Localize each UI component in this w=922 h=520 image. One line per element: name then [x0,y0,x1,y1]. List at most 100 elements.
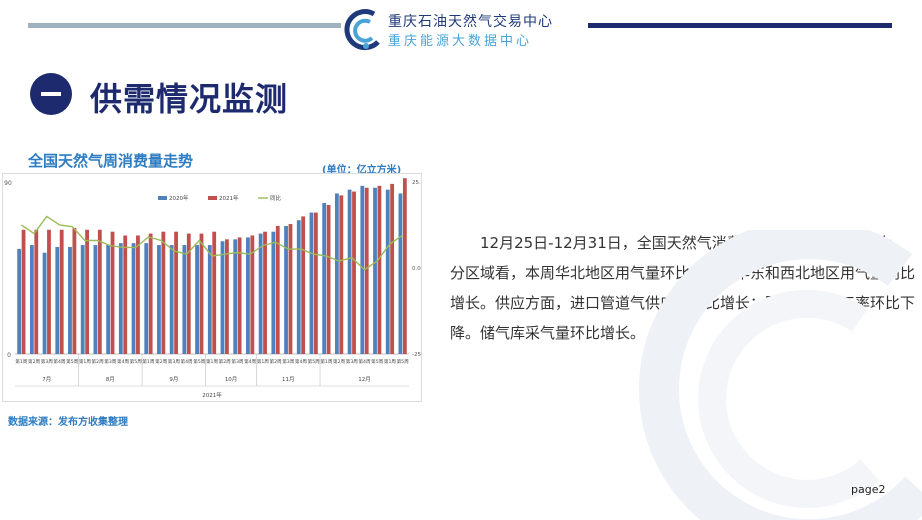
x-tick-label: 第5周 [66,358,79,365]
y-tick-label: 0 [7,352,11,359]
bar-2020 [385,189,390,354]
chart-title: 全国天然气周消费量走势 [28,152,194,170]
bar-2020 [68,246,72,354]
bar-2021 [237,237,242,354]
bar-2020 [322,203,327,354]
bar-2020 [169,245,174,354]
x-tick-label: 第5周 [371,358,384,365]
bar-2021 [250,235,255,354]
x-tick-label: 第4周 [53,358,66,365]
x-tick-label: 第4周 [358,358,371,365]
x-tick-label: 第4周 [295,358,308,365]
y2-tick-label: -25.0% [412,352,421,358]
bar-2021 [186,233,191,354]
bar-2020 [309,212,314,354]
x-tick-label: 第5周 [193,358,206,365]
x-tick-label: 第2周 [92,358,105,365]
bar-2020 [80,245,85,354]
bar-2021 [225,239,229,354]
consumption-chart: 090-25.0%0.0%25.0%第1周第2周第3周第4周第5周第1周第2周第… [4,178,431,399]
bar-2020 [157,245,161,354]
bar-2021 [275,225,280,354]
bar-2020 [284,225,288,354]
x-tick-label: 第3周 [41,358,54,365]
bar-2020 [246,237,250,354]
section-title: 供需情况监测 [90,80,289,118]
bar-2020 [360,185,365,354]
x-tick-label: 第3周 [231,358,244,365]
bar-2021 [85,229,90,354]
bar-2020 [207,245,212,354]
bar-2020 [398,193,403,354]
bar-2021 [301,216,306,354]
bar-2021 [377,185,382,354]
bar-2021 [34,229,39,354]
x-tick-label: 第1周 [142,358,155,365]
x-tick-label: 第1周 [79,358,92,365]
month-label: 12月 [358,376,371,383]
x-tick-label: 第4周 [117,358,130,365]
legend-label-yoy: 同比 [270,194,282,202]
legend-label-2021: 2021年 [219,194,239,202]
x-tick-label: 第3周 [168,358,181,365]
bar-2021 [148,233,153,354]
bar-2020 [131,243,136,354]
bar-2020 [271,231,276,354]
month-label: 11月 [282,376,295,383]
bar-2021 [199,233,204,354]
bar-2021 [123,235,128,354]
month-label: 8月 [106,376,115,383]
bar-2020 [106,245,111,354]
bar-2021 [136,235,140,354]
bar-2021 [263,231,267,354]
x-tick-label: 第5周 [130,358,143,365]
bar-2021 [402,178,407,354]
bar-2020 [296,220,301,354]
org-name-secondary: 重庆能源大数据中心 [388,34,533,49]
chart-unit: (单位：亿立方米) [322,165,402,176]
bar-2020 [182,245,187,354]
chart-container: 090-25.0%0.0%25.0%第1周第2周第3周第4周第5周第1周第2周第… [2,173,431,402]
bar-2021 [174,231,178,354]
y2-tick-label: 0.0% [412,266,421,272]
bar-2020 [334,193,339,354]
x-tick-label: 第1周 [320,358,333,365]
x-tick-label: 第1周 [384,358,397,365]
month-label: 9月 [169,376,178,383]
bar-2021 [390,183,395,354]
bar-2021 [72,227,77,354]
x-tick-label: 第2周 [269,358,282,365]
bar-2020 [42,252,47,354]
x-tick-label: 第5周 [308,358,321,365]
x-tick-label: 第2周 [28,358,41,365]
decorative-swirl [638,230,922,520]
bar-2021 [339,195,344,354]
yoy-line [21,215,403,271]
bar-2020 [144,243,149,354]
bar-2020 [118,243,123,354]
bar-2020 [55,246,60,354]
x-tick-label: 第2周 [333,358,346,365]
x-tick-label: 第3周 [104,358,117,365]
legend-label-2020: 2020年 [169,194,189,202]
bar-2020 [347,189,352,354]
bar-2020 [220,241,225,354]
bar-2020 [93,245,98,354]
bar-2021 [47,229,51,354]
y-tick-label: 90 [4,180,12,187]
bar-2021 [364,187,369,354]
page-number: page2 [851,483,886,496]
bar-2021 [288,224,293,354]
bar-2020 [373,187,377,354]
bar-2021 [21,229,26,354]
x-tick-label: 第3周 [282,358,295,365]
x-tick-label: 第1周 [257,358,270,365]
org-name-primary: 重庆石油天然气交易中心 [388,14,553,30]
month-label: 10月 [225,376,238,383]
month-label: 7月 [42,376,51,383]
bar-2020 [195,245,199,354]
bar-2021 [97,229,102,354]
legend-swatch-2021 [208,196,217,200]
bar-2021 [110,231,115,354]
data-source: 数据来源：发布方收集整理 [8,417,128,428]
